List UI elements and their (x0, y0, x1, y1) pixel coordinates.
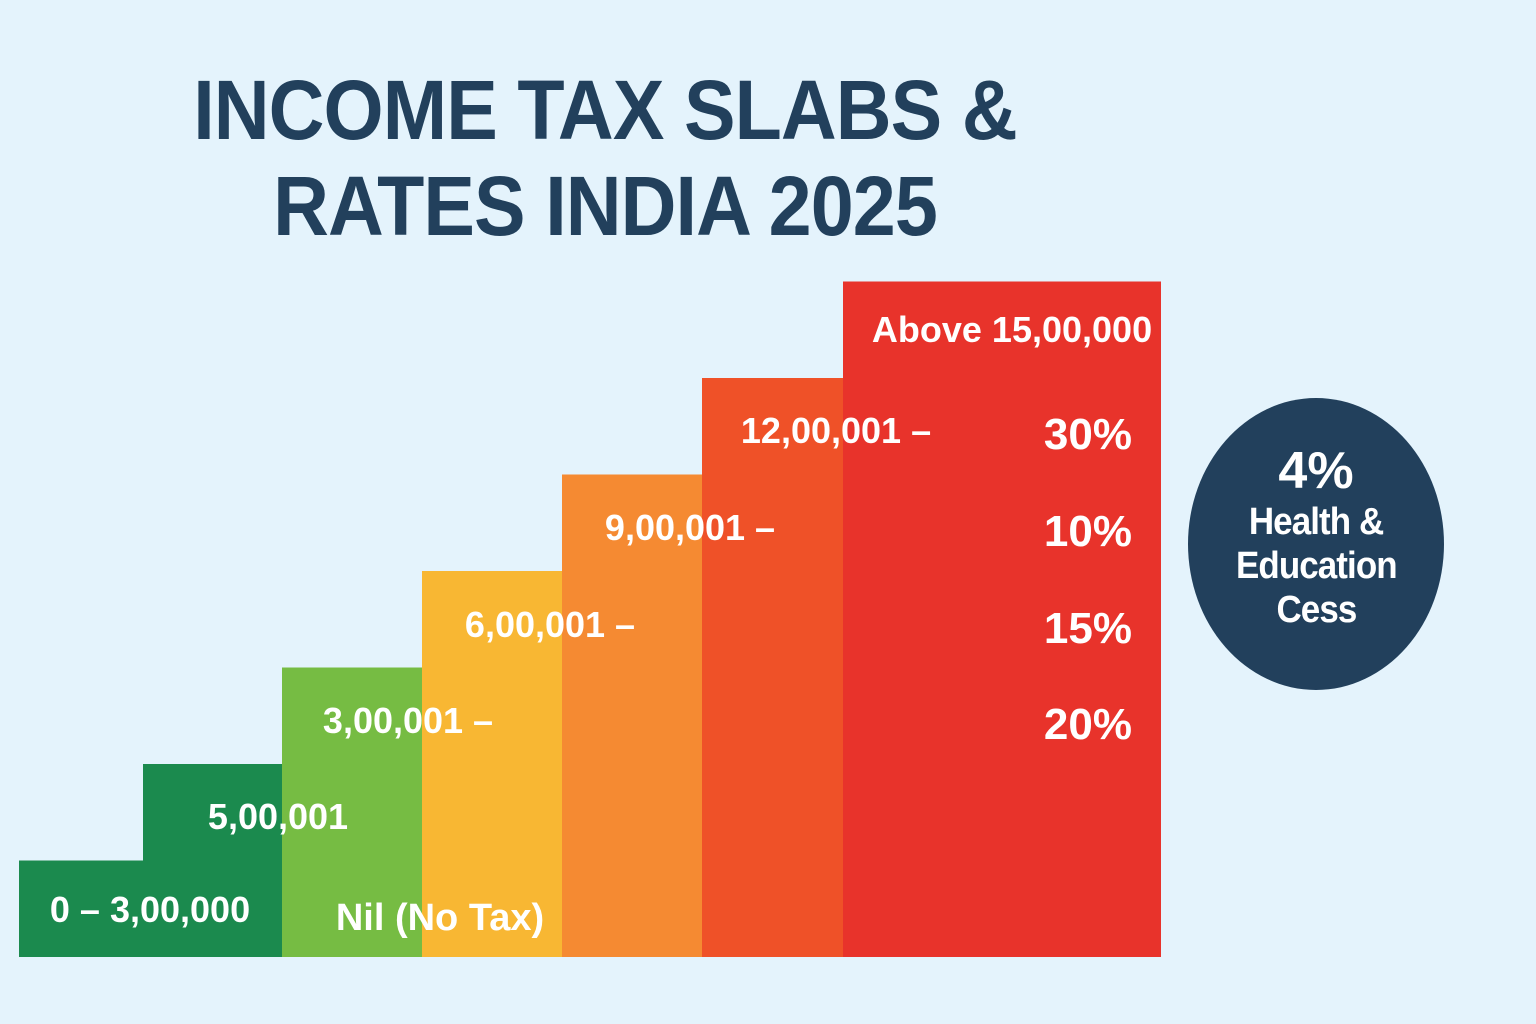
cess-line-2: Education (1235, 545, 1398, 587)
bar-step-0 (19, 860, 143, 957)
cess-percent: 4% (1278, 442, 1354, 500)
slab-label-4: 9,00,001 – (605, 507, 775, 548)
rate-label-1: 10% (1044, 507, 1132, 556)
bar-step-1 (143, 764, 282, 957)
cess-line-3: Cess (1276, 589, 1357, 631)
page-title: INCOME TAX SLABS & RATES INDIA 2025 (159, 62, 1051, 254)
bars-group (19, 281, 1161, 957)
rate-label-3: 20% (1044, 700, 1132, 749)
title-line-1: INCOME TAX SLABS & (193, 63, 1017, 157)
nil-label: Nil (No Tax) (336, 897, 544, 939)
bar-step-3 (422, 571, 562, 957)
slab-label-6: Above 15,00,000 (872, 309, 1152, 350)
slab-label-1: 5,00,001 (208, 796, 348, 837)
labels-group: 0 – 3,00,000 5,00,001 3,00,001 – 6,00,00… (50, 309, 1152, 939)
slab-label-5: 12,00,001 – (741, 410, 931, 451)
bar-step-2 (282, 667, 422, 957)
rate-label-2: 15% (1044, 604, 1132, 653)
slab-label-0: 0 – 3,00,000 (50, 889, 250, 930)
cess-line-1: Health & (1248, 501, 1384, 543)
rate-label-0: 30% (1044, 410, 1132, 459)
title-line-2: RATES INDIA 2025 (273, 159, 938, 253)
bar-step-4 (562, 474, 702, 957)
bar-step-6 (843, 281, 1161, 957)
bar-step-5 (702, 378, 843, 957)
slab-label-3: 6,00,001 – (465, 604, 635, 645)
cess-badge: 4% Health & Education Cess (1188, 398, 1444, 690)
slab-label-2: 3,00,001 – (323, 700, 493, 741)
